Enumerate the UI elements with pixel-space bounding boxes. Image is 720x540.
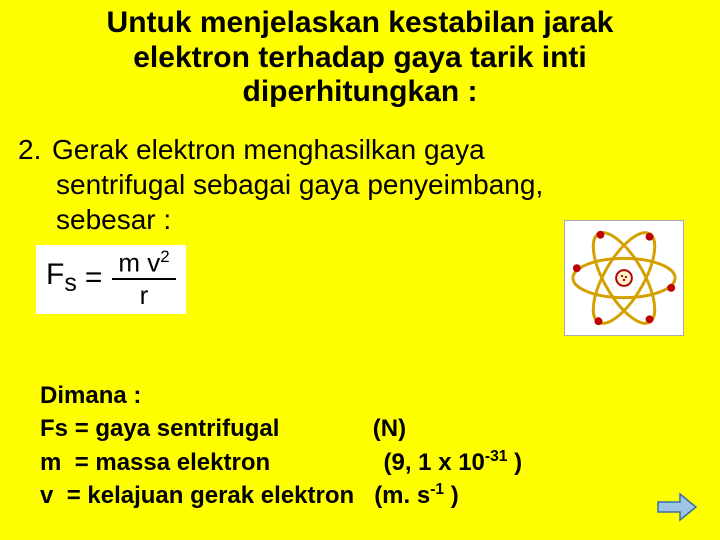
atom-illustration: [564, 220, 684, 336]
next-button[interactable]: [656, 492, 698, 522]
formula-fraction: m v2 r: [112, 249, 175, 308]
item-number: 2.: [18, 132, 52, 167]
def-row-v: v = kelajuan gerak elektron (m. s-1 ): [40, 479, 522, 512]
fraction-numerator: m v2: [112, 249, 175, 278]
formula-lhs: Fs: [46, 258, 77, 298]
title-line1: Untuk menjelaskan kestabilan jarak: [107, 6, 614, 39]
title-line2: elektron terhadap gaya tarik inti: [133, 41, 586, 74]
body-line1: Gerak elektron menghasilkan gaya: [52, 134, 485, 165]
definitions: Dimana : Fs = gaya sentrifugal (N) m = m…: [40, 380, 522, 513]
defs-header: Dimana :: [40, 380, 522, 412]
def-row-m: m = massa elektron (9, 1 x 10-31 ): [40, 446, 522, 479]
formula-eq: =: [85, 261, 103, 295]
title-line3: diperhitungkan :: [243, 75, 478, 108]
formula-box: Fs = m v2 r: [36, 245, 186, 314]
body-text: 2.Gerak elektron menghasilkan gaya sentr…: [0, 118, 720, 237]
def-row-fs: Fs = gaya sentrifugal (N): [40, 412, 522, 445]
fraction-denominator: r: [134, 280, 155, 308]
body-line2: sentrifugal sebagai gaya penyeimbang,: [18, 167, 690, 202]
slide-title: Untuk menjelaskan kestabilan jarak elekt…: [0, 0, 720, 118]
